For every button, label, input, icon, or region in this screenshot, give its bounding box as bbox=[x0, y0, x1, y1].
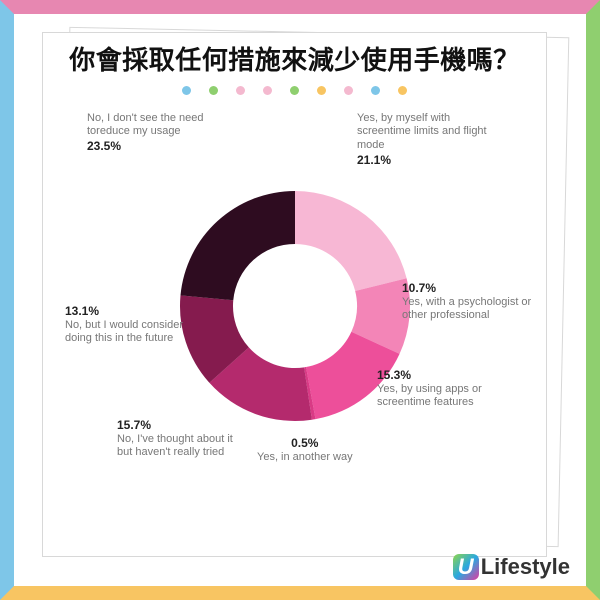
slice-percentage: 15.7% bbox=[117, 418, 247, 433]
donut-slice bbox=[180, 191, 295, 300]
slice-percentage: 23.5% bbox=[87, 139, 217, 154]
donut-slice bbox=[295, 191, 407, 291]
dot-icon bbox=[317, 86, 326, 95]
dot-icon bbox=[290, 86, 299, 95]
dot-icon bbox=[371, 86, 380, 95]
dot-icon bbox=[344, 86, 353, 95]
slice-percentage: 0.5% bbox=[257, 436, 353, 451]
slice-percentage: 10.7% bbox=[402, 281, 532, 296]
slice-percentage: 13.1% bbox=[65, 304, 195, 319]
slice-label: No, I don't see the need toreduce my usa… bbox=[87, 112, 217, 155]
slice-caption: No, I've thought about it but haven't re… bbox=[117, 433, 233, 459]
slice-label: 15.3%Yes, by using apps or screentime fe… bbox=[377, 368, 507, 411]
slice-caption: No, I don't see the need toreduce my usa… bbox=[87, 112, 203, 138]
dot-icon bbox=[182, 86, 191, 95]
chart-area: Yes, by myself with screentime limits an… bbox=[57, 106, 532, 506]
slice-percentage: 15.3% bbox=[377, 368, 507, 383]
brand-logo: ULifestyle bbox=[453, 554, 570, 580]
slice-caption: Yes, with a psychologist or other profes… bbox=[402, 296, 531, 322]
title: 你會採取任何措施來減少使用手機嗎？ bbox=[57, 45, 532, 76]
content-card: 你會採取任何措施來減少使用手機嗎？ Yes, by myself with sc… bbox=[42, 32, 547, 557]
slice-label: 0.5%Yes, in another way bbox=[257, 436, 353, 465]
dot-icon bbox=[398, 86, 407, 95]
slice-label: 13.1%No, but I would consider doing this… bbox=[65, 304, 195, 347]
slice-caption: Yes, by myself with screentime limits an… bbox=[357, 112, 487, 152]
dot-icon bbox=[263, 86, 272, 95]
slice-label: 10.7%Yes, with a psychologist or other p… bbox=[402, 281, 532, 324]
decorative-dots bbox=[57, 82, 532, 100]
dot-icon bbox=[236, 86, 245, 95]
logo-u-icon: U bbox=[453, 554, 479, 580]
slice-caption: No, but I would consider doing this in t… bbox=[65, 319, 183, 345]
slice-percentage: 21.1% bbox=[357, 153, 487, 168]
slice-caption: Yes, by using apps or screentime feature… bbox=[377, 383, 482, 409]
logo-text: Lifestyle bbox=[481, 554, 570, 579]
dot-icon bbox=[209, 86, 218, 95]
slice-label: 15.7%No, I've thought about it but haven… bbox=[117, 418, 247, 461]
outer-frame: 你會採取任何措施來減少使用手機嗎？ Yes, by myself with sc… bbox=[0, 0, 600, 600]
slice-label: Yes, by myself with screentime limits an… bbox=[357, 112, 487, 168]
slice-caption: Yes, in another way bbox=[257, 451, 353, 463]
